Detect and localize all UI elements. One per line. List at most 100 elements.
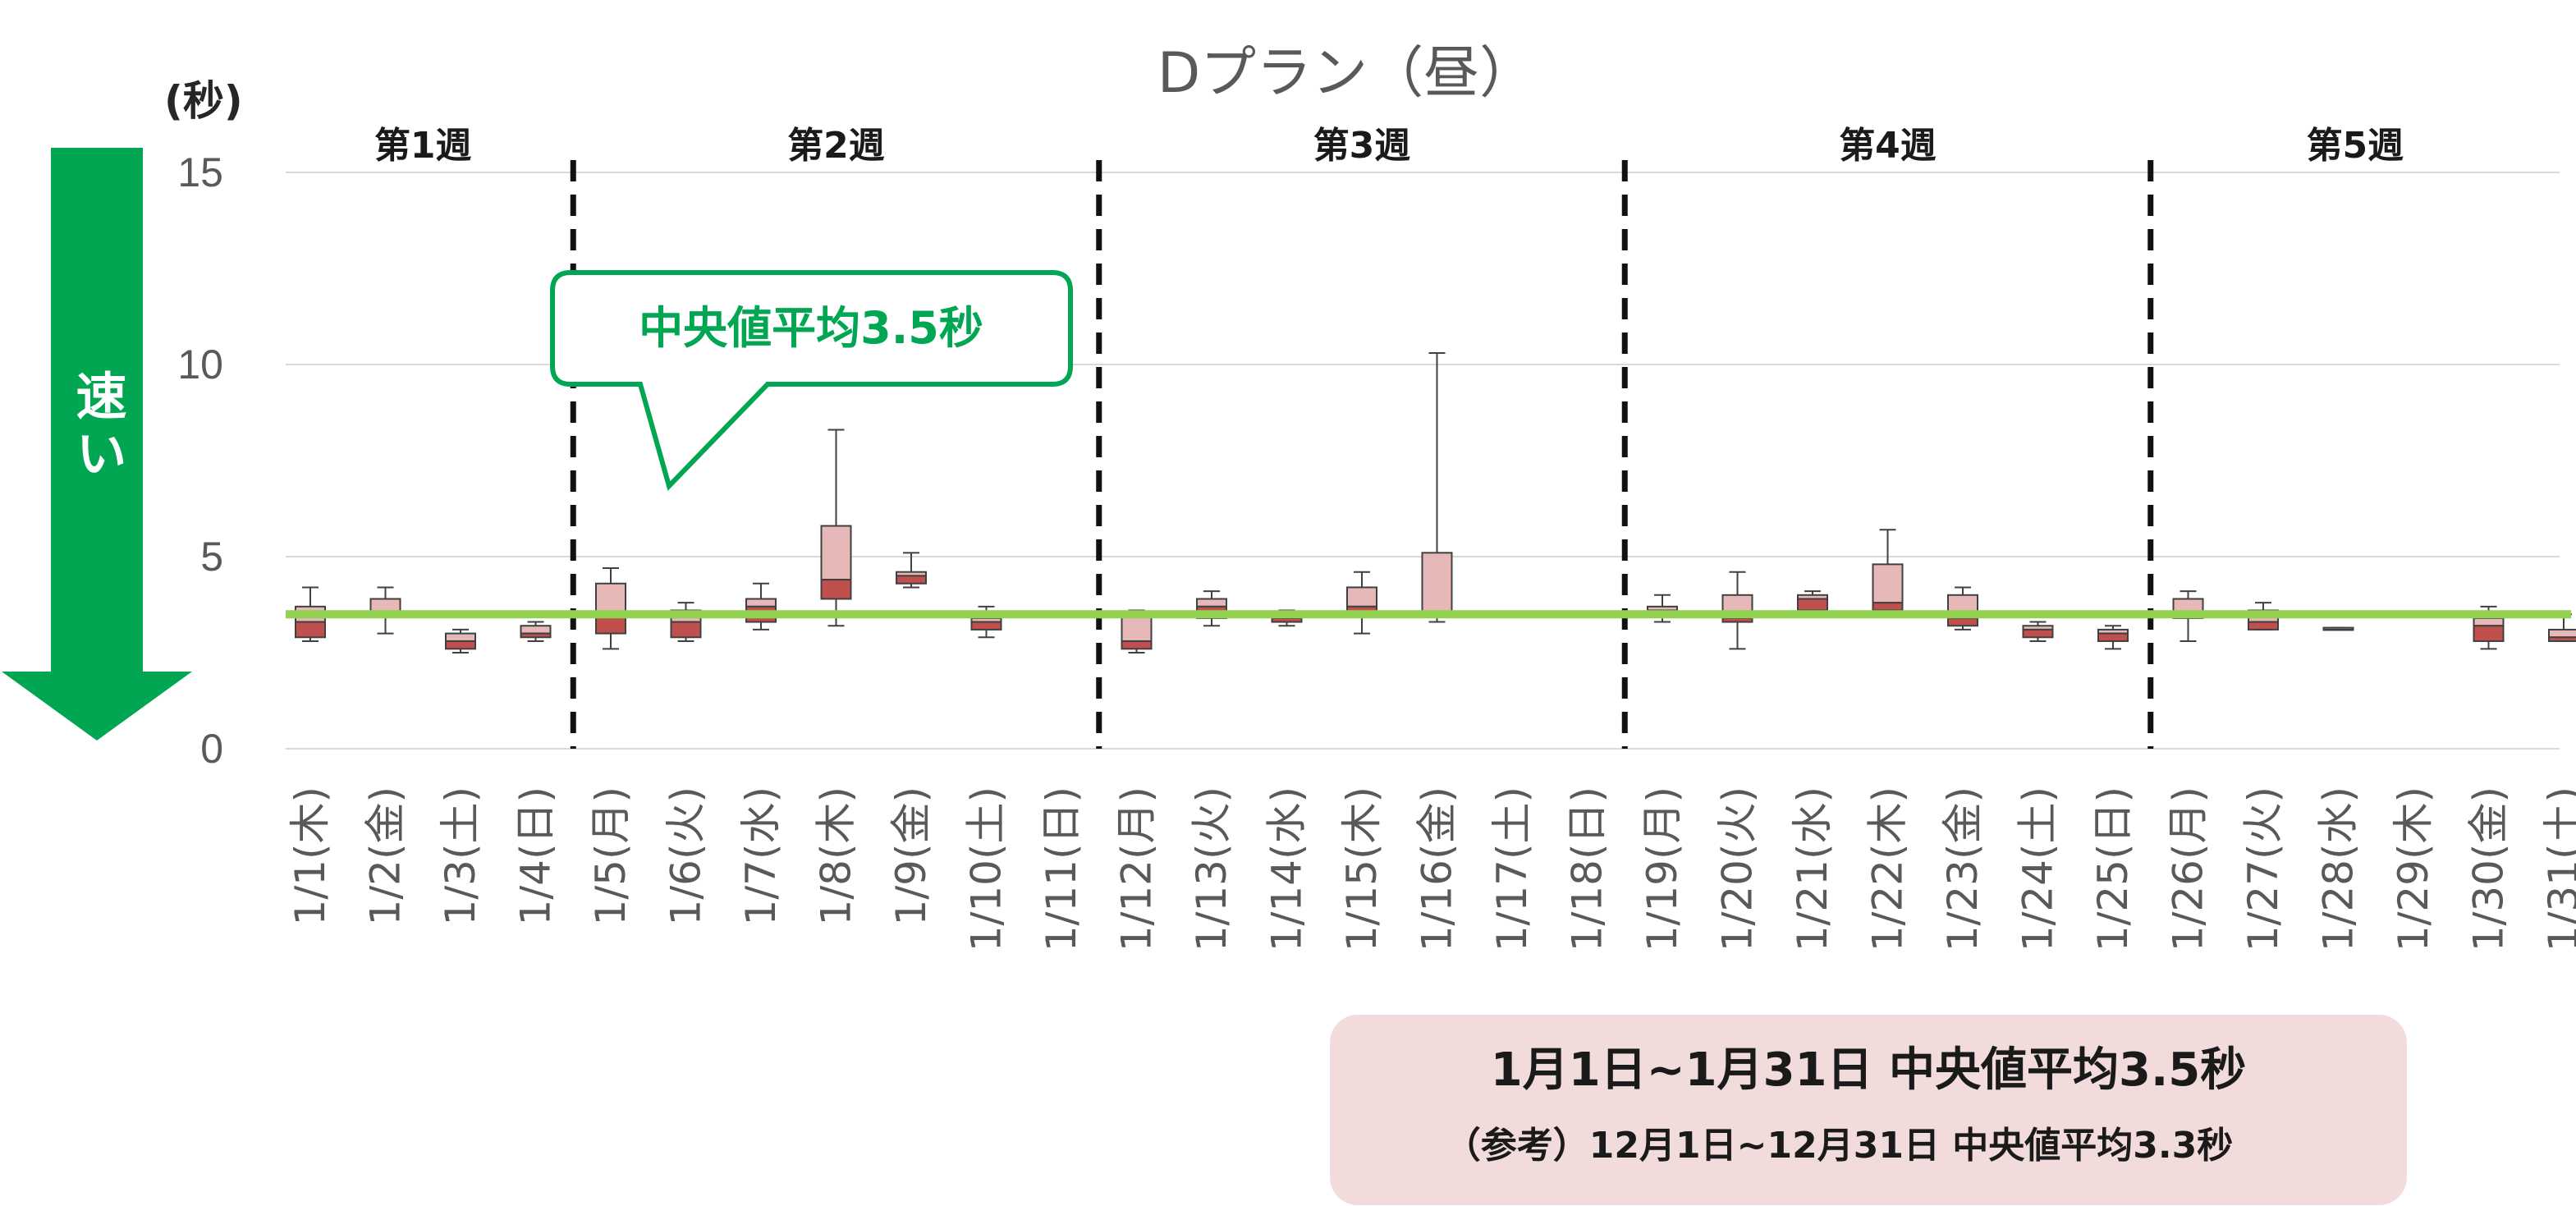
- box-lower: [445, 640, 476, 650]
- box-plot-series: [295, 351, 2576, 653]
- week-label: 第3週: [1313, 125, 1411, 167]
- week-label: 第2週: [787, 125, 885, 167]
- box-plot-item: [1346, 571, 1377, 635]
- box-upper: [745, 598, 777, 608]
- x-tick-label: 1/24(土): [2015, 786, 2062, 952]
- x-tick-label: 1/7(水): [737, 786, 785, 925]
- box-plot-item: [745, 582, 777, 631]
- box-plot-item: [1797, 590, 1828, 612]
- down-arrow-icon: [2, 148, 192, 741]
- x-tick-label: 1/19(月): [1639, 786, 1686, 952]
- summary-note: 1月1日~1月31日 中央値平均3.5秒 （参考）12月1日~12月31日 中央…: [1330, 1015, 2407, 1205]
- box-plot-item: [445, 628, 476, 653]
- x-tick-label: 1/5(月): [587, 786, 635, 925]
- box-plot-item: [2322, 626, 2354, 631]
- box-lower: [295, 621, 326, 639]
- box-plot-item: [896, 552, 927, 589]
- callout-bubble: [550, 270, 1073, 491]
- box-upper: [1421, 552, 1453, 616]
- box-lower: [1947, 617, 1978, 627]
- x-tick-label: 1/14(水): [1263, 786, 1311, 952]
- box-plot-item: [2022, 621, 2054, 642]
- x-tick-label: 1/4(日): [512, 786, 560, 925]
- box-lower: [1271, 617, 1303, 623]
- box-upper: [1872, 563, 1904, 604]
- week-labels: 第1週 第2週 第3週 第4週 第5週: [374, 125, 2404, 167]
- week-label: 第4週: [1839, 125, 1937, 167]
- box-plot-item: [1196, 590, 1227, 627]
- y-tick-label: 10: [177, 342, 223, 387]
- x-tick-label: 1/20(火): [1714, 786, 1762, 952]
- box-lower: [2248, 621, 2279, 631]
- x-tick-label: 1/27(火): [2239, 786, 2287, 952]
- box-lower: [970, 621, 1002, 631]
- x-tick-label: 1/11(日): [1038, 786, 1085, 952]
- box-lower: [820, 579, 852, 600]
- x-tick-label: 1/28(水): [2315, 786, 2363, 952]
- y-tick-label: 5: [200, 534, 223, 580]
- week-label: 第5週: [2307, 125, 2404, 167]
- box-upper: [2548, 628, 2576, 639]
- x-tick-label: 1/10(土): [963, 786, 1011, 952]
- x-tick-label: 1/15(木): [1338, 786, 1386, 952]
- x-tick-label: 1/31(土): [2540, 786, 2576, 952]
- median-callout: 中央値平均3.5秒: [550, 270, 1073, 491]
- y-axis-ticks: 0 5 10 15: [177, 149, 223, 772]
- x-tick-label: 1/9(金): [887, 786, 935, 925]
- box-lower: [670, 621, 702, 639]
- x-tick-label: 1/2(金): [362, 786, 410, 925]
- box-lower: [1121, 640, 1153, 650]
- x-tick-label: 1/6(火): [662, 786, 710, 925]
- box-upper: [1196, 598, 1227, 608]
- box-plot-item: [820, 429, 852, 627]
- box-plot-item: [520, 621, 552, 642]
- x-tick-label: 1/30(金): [2465, 786, 2513, 952]
- y-axis-unit-label: (秒): [164, 77, 243, 125]
- x-tick-label: 1/23(金): [1939, 786, 1987, 952]
- y-tick-label: 0: [200, 726, 223, 772]
- box-lower: [2473, 625, 2505, 642]
- box-lower: [2548, 636, 2576, 642]
- x-tick-label: 1/25(日): [2089, 786, 2137, 952]
- week-label: 第1週: [374, 125, 472, 167]
- x-tick-label: 1/22(木): [1864, 786, 1912, 952]
- box-upper: [2473, 617, 2505, 627]
- summary-note-reference: （参考）12月1日~12月31日 中央値平均3.3秒: [1445, 1125, 2233, 1167]
- box-upper: [520, 625, 552, 635]
- box-plot-item: [1872, 529, 1904, 616]
- x-tick-label: 1/8(木): [813, 786, 860, 925]
- box-upper: [820, 525, 852, 581]
- box-lower: [1721, 617, 1753, 623]
- box-plot-item: [2097, 625, 2129, 650]
- x-tick-label: 1/26(月): [2165, 786, 2212, 952]
- callout-text: 中央値平均3.5秒: [639, 302, 983, 354]
- summary-note-main: 1月1日~1月31日 中央値平均3.5秒: [1491, 1043, 2246, 1097]
- speed-arrow: 速い: [2, 148, 192, 741]
- box-lower: [896, 575, 927, 585]
- box-upper: [595, 582, 626, 616]
- summary-note-box: [1330, 1015, 2407, 1205]
- x-tick-label: 1/12(月): [1113, 786, 1161, 952]
- box-lower: [2322, 628, 2354, 631]
- box-upper: [445, 632, 476, 642]
- box-plot-item: [1947, 586, 1978, 631]
- x-tick-label: 1/16(金): [1414, 786, 1461, 952]
- x-tick-label: 1/13(火): [1188, 786, 1235, 952]
- x-tick-label: 1/29(木): [2390, 786, 2437, 952]
- box-upper: [1346, 586, 1377, 608]
- box-lower: [520, 632, 552, 639]
- x-tick-label: 1/3(土): [437, 786, 484, 925]
- chart-title: Dプラン（昼）: [1157, 41, 1535, 106]
- box-plot-item: [670, 602, 702, 642]
- box-plot-item: [1421, 351, 1453, 623]
- x-tick-label: 1/1(木): [286, 786, 334, 925]
- x-tick-label: 1/17(土): [1488, 786, 1536, 952]
- x-tick-label: 1/21(水): [1789, 786, 1836, 952]
- box-lower: [1797, 598, 1828, 612]
- box-lower: [1872, 602, 1904, 612]
- grid-lines: [286, 172, 2560, 750]
- y-tick-label: 15: [177, 149, 223, 195]
- box-plot-item: [595, 567, 626, 650]
- box-lower: [2097, 632, 2129, 642]
